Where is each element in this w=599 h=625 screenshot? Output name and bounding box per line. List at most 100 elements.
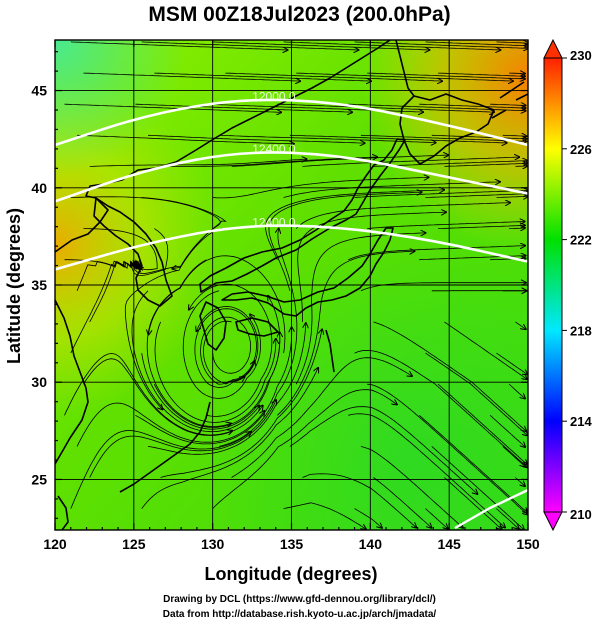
contour-line: [55, 151, 528, 203]
coastline-shikoku: [235, 317, 279, 337]
streamline: [425, 194, 528, 198]
streamline: [367, 72, 525, 79]
streamline: [515, 321, 525, 329]
streamline: [83, 72, 300, 81]
coastline-asia-mainland: [55, 40, 391, 253]
contour-label: 12400.0: [252, 142, 296, 156]
colorbar-tick-label: 218: [570, 323, 592, 338]
streamline: [509, 73, 525, 74]
streamline: [141, 332, 280, 430]
coastline-japan-south: [221, 227, 394, 317]
streamline: [367, 222, 525, 229]
streamline: [76, 402, 264, 447]
streamline: [373, 321, 527, 431]
streamline: [149, 255, 286, 354]
streamline: [444, 321, 527, 379]
coastlines: [55, 40, 528, 530]
streamline: [160, 157, 378, 167]
y-tick-label: 40: [31, 180, 47, 196]
streamline: [425, 508, 448, 529]
x-tick-label: 150: [516, 536, 540, 552]
streamline: [502, 135, 527, 136]
x-tick-label: 145: [437, 536, 461, 552]
coastline-taiwan: [57, 495, 69, 530]
contour-label: 12400.0: [252, 216, 296, 230]
streamline: [89, 159, 307, 167]
streamline: [360, 283, 526, 292]
coastline-korea: [93, 197, 173, 307]
streamline: [496, 42, 528, 43]
y-tick-label: 25: [31, 471, 47, 487]
streamline: [189, 283, 273, 417]
streamline: [197, 306, 259, 384]
streamline: [133, 197, 227, 275]
y-tick-label: 35: [31, 277, 47, 293]
streamline: [283, 502, 366, 529]
coastline-izu-islands: [325, 329, 335, 373]
streamline: [218, 134, 436, 142]
streamline: [70, 430, 251, 509]
streamline: [425, 41, 528, 46]
wind-streamlines: [64, 41, 528, 530]
streamline: [496, 508, 519, 529]
streamline: [509, 228, 525, 229]
streamline: [419, 103, 525, 108]
streamline: [354, 508, 382, 528]
streamline: [425, 352, 528, 435]
streamline: [289, 406, 478, 494]
streamline: [496, 196, 528, 197]
streamline: [354, 190, 528, 198]
streamline: [295, 203, 510, 229]
streamline: [135, 103, 352, 112]
axis-ticks: [54, 40, 529, 530]
streamline: [70, 41, 288, 50]
colorbar-bottom-triangle: [543, 511, 563, 532]
streamline: [135, 327, 291, 445]
streamline: [418, 414, 527, 512]
coastline-sakhalin: [395, 40, 415, 97]
streamline: [218, 229, 298, 447]
streamline: [496, 352, 528, 374]
streamline: [265, 190, 445, 260]
streamline: [77, 134, 294, 144]
streamline: [268, 192, 422, 291]
streamline: [354, 41, 528, 49]
streamline: [277, 103, 494, 112]
streamline: [146, 259, 231, 427]
colorbar-ticks: 210 214 218 222 226 230: [562, 48, 592, 522]
credit-data-source: Data from http://database.rish.kyoto-u.a…: [162, 609, 437, 620]
streamline: [348, 103, 525, 111]
colorbar-tick-label: 210: [570, 507, 592, 522]
streamline: [302, 157, 520, 167]
streamline: [283, 182, 500, 198]
streamline: [124, 228, 226, 410]
colorbar-top-triangle: [543, 38, 563, 59]
colorbar: 210 214 218 222 226 230: [543, 38, 592, 532]
coastline-japan-honshu: [199, 138, 406, 293]
streamline: [83, 358, 262, 436]
geopotential-contours: 12000.0 12400.0 12400.0: [55, 89, 528, 530]
x-axis-label: Longitude (degrees): [204, 564, 377, 584]
streamline: [283, 41, 501, 50]
streamline: [489, 415, 525, 447]
streamline: [438, 72, 525, 76]
x-tick-label: 135: [280, 536, 304, 552]
streamline: [431, 134, 527, 139]
x-tick-label: 120: [43, 536, 67, 552]
streamline: [354, 349, 528, 467]
coastline-kuril-islands: [491, 81, 528, 119]
streamline: [212, 177, 429, 199]
streamline: [515, 477, 525, 487]
streamline: [502, 446, 525, 466]
streamline: [348, 413, 505, 528]
x-tick-label: 140: [359, 536, 383, 552]
streamline: [373, 477, 432, 528]
colorbar-tick-label: 222: [570, 233, 592, 248]
colorbar-tick-label: 214: [570, 414, 592, 429]
contour-line: [55, 224, 528, 271]
streamline: [277, 251, 414, 416]
colorbar-gradient: [543, 57, 563, 513]
chart-title: MSM 00Z18Jul2023 (200.0hPa): [148, 3, 451, 26]
streamline: [444, 163, 527, 167]
